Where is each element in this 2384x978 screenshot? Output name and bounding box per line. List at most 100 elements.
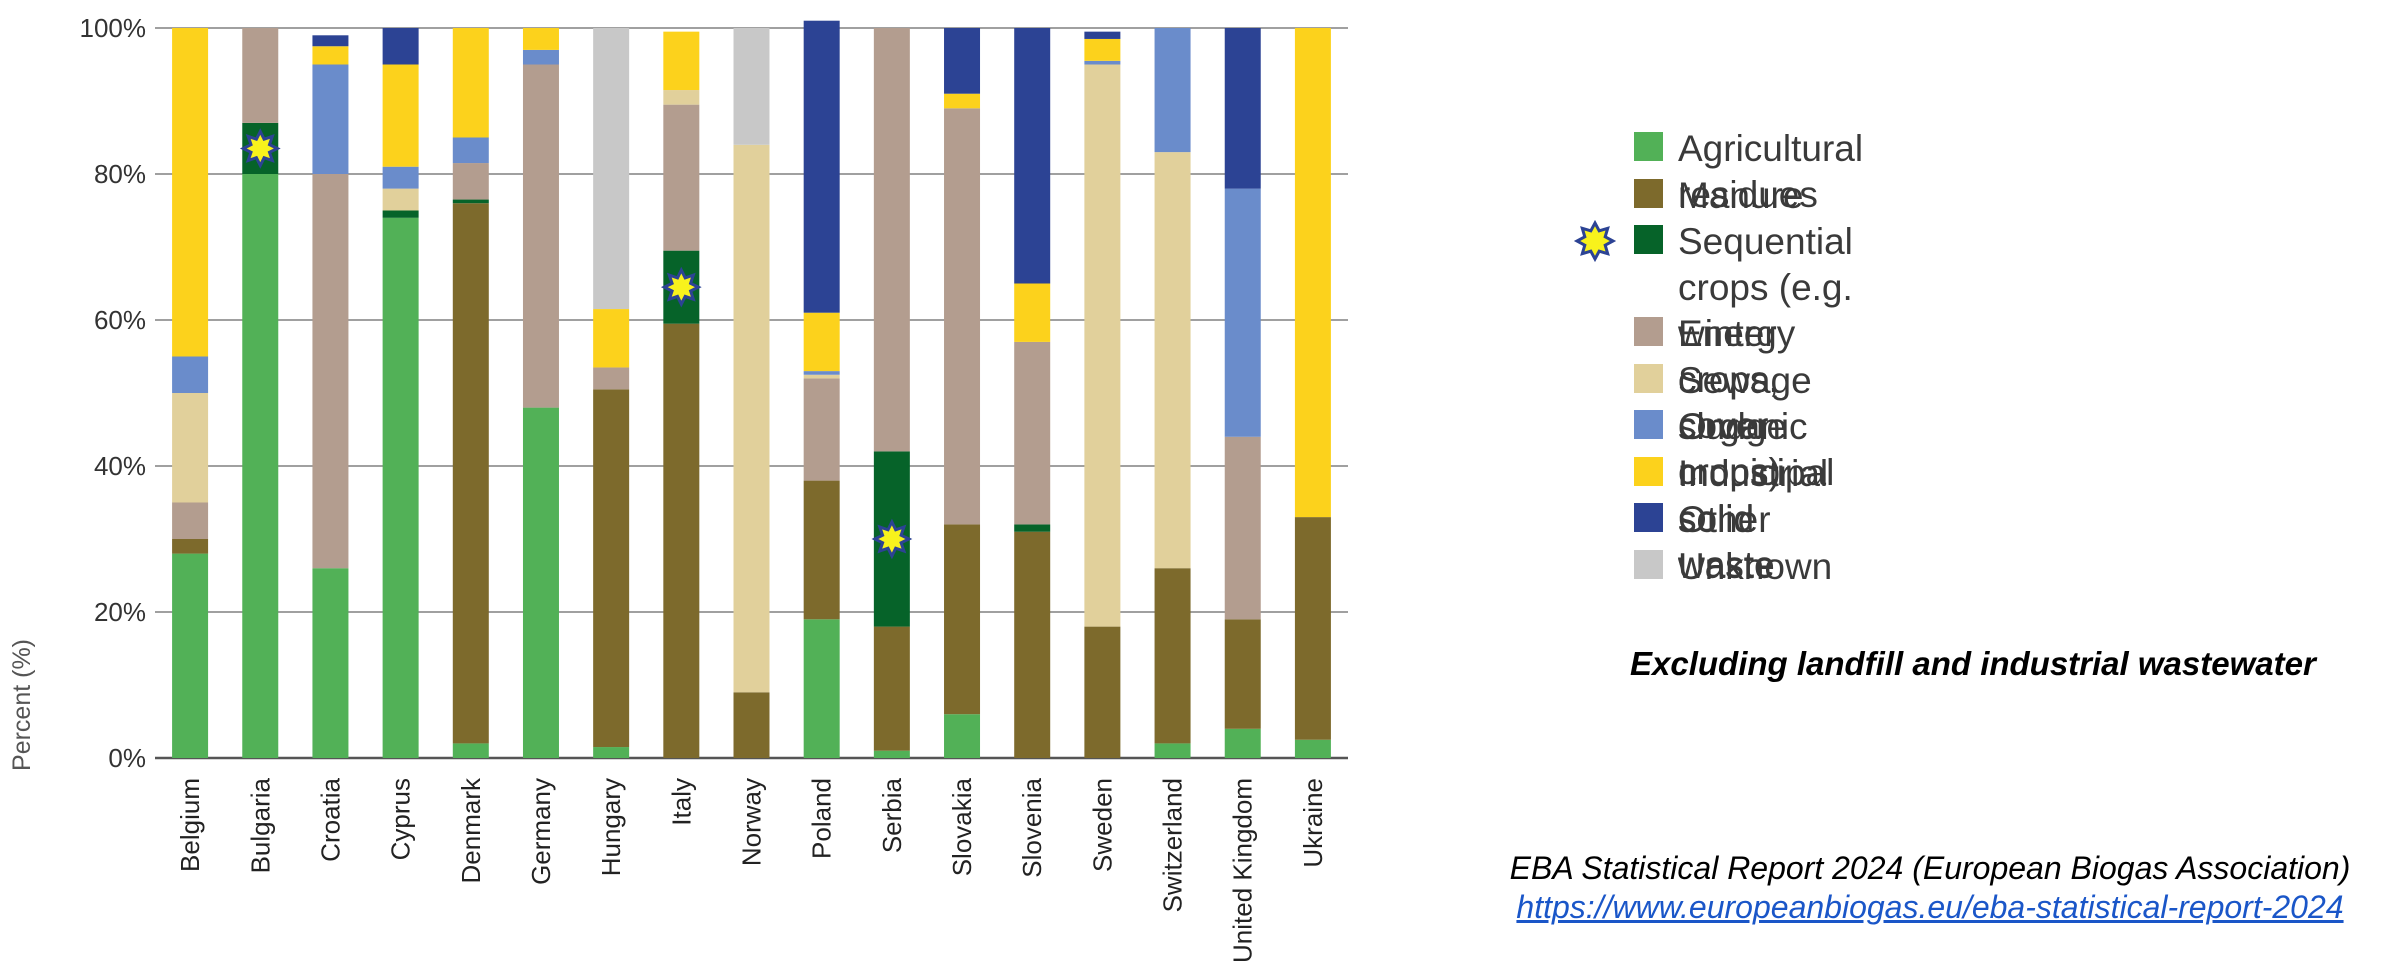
bar-segment [1224, 436, 1261, 620]
legend-swatch [1634, 363, 1663, 393]
bar-segment [1084, 60, 1121, 65]
bar-segment [452, 137, 489, 164]
legend-swatch [1634, 456, 1663, 486]
bar-segment [1154, 152, 1191, 569]
bar-segment [242, 174, 279, 758]
legend-swatch [1634, 503, 1663, 532]
bar-segment [663, 323, 700, 758]
bar-segment [593, 747, 630, 758]
source-citation: EBA Statistical Report 2024 (European Bi… [1460, 850, 2384, 926]
x-tick-label: Italy [666, 778, 696, 826]
x-tick-label: Germany [526, 778, 556, 885]
bar-segment [1014, 283, 1051, 342]
source-text: EBA Statistical Report 2024 (European Bi… [1509, 850, 2351, 886]
bar-segment [733, 28, 770, 145]
bar-segment [312, 568, 349, 758]
x-tick-label: Hungary [596, 778, 626, 876]
bar-segment [1224, 619, 1261, 729]
bar-segment [1224, 188, 1261, 437]
x-tick-label: Bulgaria [245, 777, 275, 873]
bar-segment [452, 743, 489, 758]
x-tick-label: Norway [737, 778, 767, 866]
bar-segment [593, 309, 630, 368]
y-tick-label: 80% [94, 159, 146, 189]
x-tick-labels: Belgium Bulgaria Croatia Cyprus Denmark Germa… [175, 777, 1328, 963]
bar-segment [522, 407, 559, 758]
legend-swatch [1634, 178, 1663, 208]
bar-segment [944, 93, 981, 109]
bar-segment [1084, 31, 1121, 39]
legend-label: Other [1678, 499, 1771, 540]
x-tick-label: Belgium [175, 778, 205, 872]
legend-label: Unknown [1678, 545, 1833, 587]
bar-segment [382, 210, 419, 218]
bar-segment [1154, 568, 1191, 744]
bar-segment [873, 28, 910, 452]
x-tick-label: Switzerland [1158, 778, 1188, 912]
bar-segment [1224, 728, 1261, 758]
bar-segment [803, 312, 840, 372]
bars [172, 20, 1331, 759]
bar-segment [452, 203, 489, 744]
legend-label: Sewage sludge [1678, 359, 1812, 447]
legend-swatch [1634, 549, 1663, 579]
bar-segment [733, 692, 770, 758]
x-tick-label: Croatia [315, 777, 345, 861]
bar-segment [803, 378, 840, 481]
star-markers [239, 128, 913, 560]
x-tick-label: Sweden [1087, 778, 1117, 872]
bar-segment [382, 28, 419, 65]
bar-segment [1014, 531, 1051, 758]
legend-swatch [1634, 225, 1663, 254]
bar-segment [172, 502, 209, 539]
star-marker-icon [871, 518, 913, 560]
bar-segment [172, 553, 209, 758]
bar-segment [944, 714, 981, 758]
legend-label: Manure [1678, 174, 1804, 216]
bar-segment [382, 217, 419, 759]
x-tick-label: United Kingdom [1228, 778, 1258, 963]
bar-segment [172, 356, 209, 393]
legend-label: Industrial solid waste [1678, 452, 1829, 586]
bar-segment [944, 28, 981, 94]
bar-segment [1014, 341, 1051, 525]
bar-segment [1154, 743, 1191, 758]
star-shape [1573, 219, 1617, 263]
bar-segment [382, 166, 419, 189]
bar-segment [593, 367, 630, 390]
bar-segment [312, 174, 349, 569]
bar-segment [1014, 28, 1051, 284]
bar-segment [663, 31, 700, 91]
legend-label: Agricultural residues [1678, 128, 1864, 215]
bar-segment [522, 64, 559, 408]
source-link[interactable]: https://www.europeanbiogas.eu/eba-statis… [1516, 889, 2344, 925]
bar-segment [382, 64, 419, 167]
bar-segment [1294, 739, 1331, 758]
y-tick-label: 100% [80, 13, 147, 43]
bar-segment [312, 46, 349, 65]
bar-segment [172, 28, 209, 357]
bar-segment [593, 28, 630, 310]
star-marker-icon [660, 266, 702, 308]
y-tick-labels: 0% 20% 40% 60% 80% 100% [80, 13, 147, 773]
bar-segment [242, 28, 279, 123]
bar-segment [663, 104, 700, 251]
note-text: Excluding landfill and industrial wastew… [1630, 645, 2316, 682]
star-icon [1573, 219, 1617, 263]
x-tick-label: Slovenia [1017, 777, 1047, 877]
bar-segment [593, 389, 630, 748]
y-tick-label: 0% [108, 743, 146, 773]
x-tick-label: Poland [807, 778, 837, 859]
bar-segment [172, 393, 209, 503]
x-tick-label: Cyprus [386, 778, 416, 860]
bar-segment [522, 28, 559, 50]
x-tick-label: Ukraine [1298, 778, 1328, 868]
bar-segment [1084, 626, 1121, 758]
bar-segment [944, 524, 981, 715]
bar-segment [803, 371, 840, 375]
bar-segment [522, 49, 559, 65]
bar-segment [1294, 28, 1331, 518]
bar-segment [1294, 517, 1331, 740]
bar-segment [1084, 38, 1121, 61]
bar-segment [873, 626, 910, 751]
